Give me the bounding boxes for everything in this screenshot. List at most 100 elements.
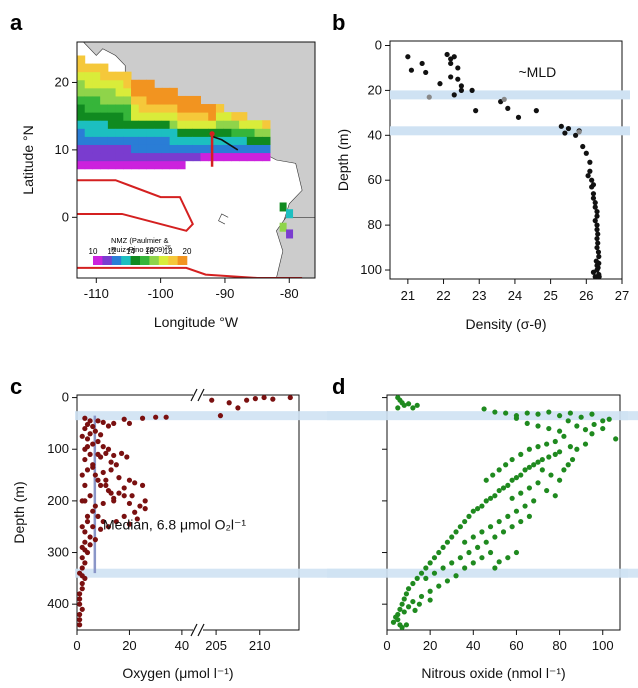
n2o-point xyxy=(522,467,527,472)
oxygen-point xyxy=(82,540,87,545)
density-point xyxy=(595,231,600,236)
nmz-cell xyxy=(177,128,185,137)
density-point xyxy=(596,249,601,254)
oxygen-point xyxy=(80,498,85,503)
oxygen-point xyxy=(127,478,132,483)
oxygen-point xyxy=(93,537,98,542)
nmz-cell xyxy=(262,120,270,129)
nmz-cell xyxy=(108,153,116,162)
nmz-cell xyxy=(85,80,93,89)
nmz-cell xyxy=(185,136,193,145)
oxygen-point xyxy=(93,472,98,477)
nmz-cell xyxy=(193,120,201,129)
nmz-cell xyxy=(239,136,247,145)
n2o-point xyxy=(535,412,540,417)
n2o-point xyxy=(497,559,502,564)
oxygen-point xyxy=(108,491,113,496)
x-tick-label: 23 xyxy=(472,288,486,303)
n2o-point xyxy=(497,488,502,493)
n2o-point xyxy=(453,573,458,578)
nmz-cell xyxy=(123,80,131,89)
nmz-cell xyxy=(100,80,108,89)
nmz-cell xyxy=(216,120,224,129)
x-tick-label: 22 xyxy=(436,288,450,303)
nmz-cell xyxy=(92,144,100,153)
nmz-cell xyxy=(170,88,178,97)
nmz-cell xyxy=(108,72,116,81)
nmz-cell xyxy=(92,128,100,137)
nmz-cell xyxy=(255,136,263,145)
nmz-cell xyxy=(146,153,154,162)
density-point xyxy=(445,52,450,57)
nmz-cell xyxy=(177,104,185,113)
n2o-point xyxy=(428,560,433,565)
nmz-cell xyxy=(116,96,124,105)
n2o-point xyxy=(488,496,493,501)
n2o-point xyxy=(471,509,476,514)
nmz-cell xyxy=(162,128,170,137)
n2o-point xyxy=(522,503,527,508)
nmz-cell xyxy=(131,112,139,121)
nmz-cell xyxy=(162,96,170,105)
density-point xyxy=(591,196,596,201)
n2o-point xyxy=(557,429,562,434)
nmz-cell xyxy=(108,80,116,89)
nmz-cell xyxy=(154,136,162,145)
nmz-cell xyxy=(116,144,124,153)
oxygen-point xyxy=(116,475,121,480)
nmz-cell xyxy=(139,136,147,145)
nmz-cell xyxy=(185,112,193,121)
nmz-cell xyxy=(262,136,270,145)
density-point xyxy=(594,258,599,263)
n2o-point xyxy=(505,483,510,488)
x-tick-label: 24 xyxy=(508,288,522,303)
n2o-point xyxy=(497,519,502,524)
nmz-cell xyxy=(131,136,139,145)
oxygen-point xyxy=(140,416,145,421)
nmz-cell xyxy=(170,144,178,153)
legend-swatch xyxy=(140,256,150,265)
y-tick-label: 0 xyxy=(62,209,69,224)
nmz-cell xyxy=(108,144,116,153)
oxygen-point xyxy=(85,467,90,472)
density-point xyxy=(593,205,598,210)
density-point xyxy=(589,184,594,189)
n2o-point xyxy=(462,519,467,524)
density-point xyxy=(459,83,464,88)
legend-tick: 16 xyxy=(145,247,154,256)
nmz-cell xyxy=(77,88,85,97)
nmz-cell xyxy=(77,112,85,121)
density-point xyxy=(591,191,596,196)
oxygen-point xyxy=(137,503,142,508)
oxygen-point xyxy=(106,423,111,428)
nmz-cell xyxy=(170,153,178,162)
nmz-cell xyxy=(77,64,85,73)
n2o-point xyxy=(492,565,497,570)
oxygen-point xyxy=(253,396,258,401)
oxygen-point xyxy=(140,483,145,488)
y-tick-label: 0 xyxy=(375,37,382,52)
oxygen-point xyxy=(90,524,95,529)
nmz-cell xyxy=(123,120,131,129)
density-point xyxy=(516,115,521,120)
n2o-point xyxy=(535,423,540,428)
n2o-point xyxy=(568,444,573,449)
x-tick-label: 80 xyxy=(552,638,566,653)
nmz-cell xyxy=(139,88,147,97)
n2o-point xyxy=(574,423,579,428)
nmz-cell xyxy=(116,128,124,137)
n2o-point xyxy=(510,457,515,462)
n2o-point xyxy=(406,401,411,406)
x-tick-label: -80 xyxy=(280,286,299,301)
n2o-point xyxy=(600,418,605,423)
oxygen-point xyxy=(85,444,90,449)
oxygen-point xyxy=(227,400,232,405)
density-point xyxy=(409,68,414,73)
oxygen-point xyxy=(235,405,240,410)
nmz-cell xyxy=(85,120,93,129)
oxygen-point xyxy=(127,501,132,506)
nmz-cell xyxy=(208,104,216,113)
n2o-point xyxy=(501,485,506,490)
legend-swatch xyxy=(168,256,178,265)
